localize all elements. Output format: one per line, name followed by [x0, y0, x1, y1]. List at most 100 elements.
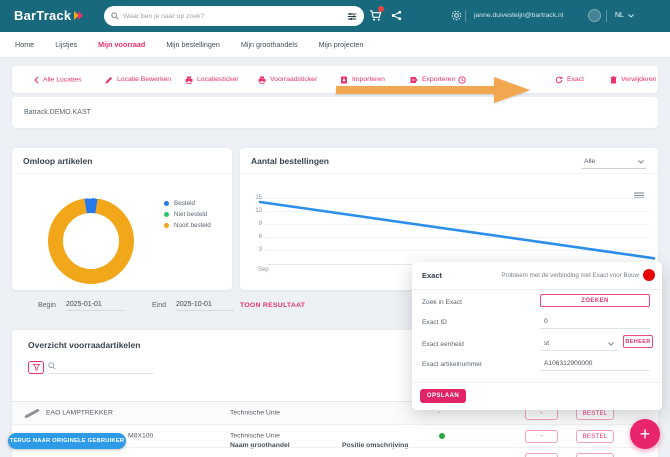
opslaan-button[interactable]: OPSLAAN — [420, 389, 466, 403]
funnel-icon — [32, 364, 40, 371]
printer-icon — [258, 76, 266, 84]
app-logo-text: BarTrack — [14, 8, 72, 23]
exact-artikelnummer-input[interactable]: A106312900000 — [544, 360, 593, 367]
eind-label: Eind — [152, 302, 167, 309]
legend-label: Besteld — [174, 200, 196, 207]
minus-button[interactable] — [525, 453, 558, 457]
fab-add-button[interactable]: + — [630, 419, 660, 449]
product-thumbnail — [24, 408, 40, 419]
toolbar-item-importeren[interactable]: Importeren — [340, 76, 385, 84]
toolbar-item-exporteren[interactable]: Exporteren — [410, 76, 455, 84]
toolbar: Alle Locaties Locatie Bewerken Locatiest… — [12, 66, 658, 93]
impersonation-button[interactable]: TERUG NAAR ORIGINELE GEBRUIKER — [8, 433, 126, 449]
table-filter-button[interactable] — [28, 361, 44, 374]
legend-dot-green — [164, 212, 169, 217]
cart-button[interactable] — [369, 9, 382, 22]
toolbar-item-locatie-bewerken[interactable]: Locatie Bewerken — [105, 76, 171, 84]
nav-item-mijn-voorraad[interactable]: Mijn voorraad — [98, 40, 146, 49]
legend-label: Niet besteld — [174, 211, 208, 218]
chevron-left-icon — [34, 76, 39, 83]
nav-item-mijn-groothandels[interactable]: Mijn groothandels — [240, 40, 298, 49]
toolbar-item-verwijderen[interactable]: Verwijderen — [610, 75, 657, 84]
minus-button[interactable]: - — [525, 430, 558, 443]
legend-dot-blue — [164, 201, 169, 206]
beheer-button[interactable]: BEHEER — [623, 335, 653, 348]
legend-dot-orange — [164, 223, 169, 228]
donut-label-besteld: 4.9% — [84, 195, 98, 201]
omloop-card-header: Omloop artikelen — [12, 148, 232, 174]
zoeken-button[interactable]: ZOEKEN — [540, 294, 650, 307]
status-dash: - — [438, 409, 441, 417]
header-search[interactable] — [104, 6, 364, 26]
status-dot-green — [439, 433, 445, 439]
exact-status-message: Probleem met de verbinding met Exact voo… — [501, 272, 639, 279]
table-search[interactable] — [48, 359, 154, 374]
avatar[interactable] — [588, 9, 601, 22]
toolbar-item-voorraadsticker[interactable]: Voorraadsticker — [258, 76, 317, 84]
eind-date-input[interactable]: 2025-10-01 — [176, 301, 234, 311]
trash-icon — [610, 75, 617, 84]
toolbar-item-obscured[interactable] — [458, 75, 470, 84]
table-title: Overzicht voorraadartikelen — [28, 340, 141, 350]
exact-id-input[interactable]: 0 — [544, 318, 548, 325]
input-underline — [540, 328, 650, 329]
donut-legend: Besteld Niet besteld Nooit besteld — [164, 198, 211, 231]
toolbar-item-label: Voorraadsticker — [270, 76, 318, 83]
toon-resultaat-link[interactable]: TOON RESULTAAT — [240, 302, 306, 309]
legend-label: Nooit besteld — [174, 222, 211, 229]
chevron-down-icon[interactable] — [608, 342, 614, 346]
export-icon — [410, 76, 418, 84]
nav-item-lijstjes[interactable]: Lijstjes — [55, 40, 78, 49]
toolbar-item-label: Exporteren — [422, 76, 456, 83]
search-icon — [111, 12, 119, 20]
settings-button[interactable] — [451, 10, 462, 21]
col-positie-omschrijving[interactable]: Positie omschrijving — [342, 442, 409, 449]
sliders-icon[interactable] — [347, 12, 357, 21]
zoek-in-exact-label: Zoek in Exact — [422, 299, 462, 306]
cell-product: M8X100 — [128, 432, 154, 440]
begin-date-input[interactable]: 2025-01-01 — [66, 301, 124, 311]
exact-eenheid-label: Exact eenheid — [422, 341, 464, 348]
nav-item-mijn-bestellingen[interactable]: Mijn bestellingen — [166, 40, 220, 49]
nav-item-mijn-projecten[interactable]: Mijn projecten — [318, 40, 364, 49]
app-logo[interactable]: BarTrack — [14, 8, 85, 23]
exact-modal-title: Exact — [422, 271, 443, 280]
chevron-down-icon — [628, 13, 634, 18]
begin-label: Begin — [38, 302, 56, 309]
main-nav: Home Lijstjes Mijn voorraad Mijn bestell… — [0, 32, 670, 58]
cart-badge — [378, 6, 384, 12]
logo-arrow-icon — [73, 10, 85, 21]
cell-groothandel: Technische Unie — [230, 409, 280, 417]
table-row[interactable]: M8X100 Technische Unie - BESTEL — [12, 425, 658, 448]
refresh-icon — [555, 76, 563, 84]
user-email[interactable]: janne.duivesteijn@bartrack.nl — [474, 12, 564, 19]
line-chart-yticks: 15 12 9 6 3 — [248, 195, 650, 258]
input-underline — [540, 350, 618, 351]
language-select[interactable]: NL — [615, 12, 634, 19]
breadcrumb[interactable]: Batrack.DEMO.KAST — [24, 109, 91, 116]
legend-item-niet-besteld: Niet besteld — [164, 209, 211, 220]
chart-filter-value: Alle — [584, 158, 596, 165]
exact-modal: Exact Probleem met de verbinding met Exa… — [412, 262, 662, 410]
toolbar-item-label: Exact — [567, 76, 584, 83]
bestellingen-card-header: Aantal bestellingen — [240, 148, 658, 174]
breadcrumb-card: Batrack.DEMO.KAST — [12, 97, 658, 128]
bestel-button[interactable]: BESTEL — [576, 430, 614, 443]
toolbar-item-exact[interactable]: Exact — [555, 76, 584, 84]
toolbar-item-alle-locaties[interactable]: Alle Locaties — [34, 76, 82, 83]
exact-status-dot — [643, 269, 655, 281]
donut-label-nooit: 95.1% — [73, 259, 93, 266]
import-icon — [340, 76, 348, 84]
share-button[interactable] — [391, 10, 402, 21]
bestel-button[interactable] — [576, 453, 614, 457]
exact-artikelnummer-label: Exact artikelnummer — [422, 361, 483, 368]
nav-item-home[interactable]: Home — [15, 40, 35, 49]
chart-filter-select[interactable]: Alle — [582, 155, 646, 169]
toolbar-item-locatiesticker[interactable]: Locatiesticker — [185, 76, 239, 84]
omloop-card-title: Omloop artikelen — [23, 155, 93, 166]
search-input[interactable] — [123, 12, 347, 20]
col-naam-groothandel[interactable]: Naam groothandel — [230, 442, 290, 449]
exact-eenheid-select[interactable]: st — [544, 340, 550, 347]
header-divider — [606, 10, 607, 22]
